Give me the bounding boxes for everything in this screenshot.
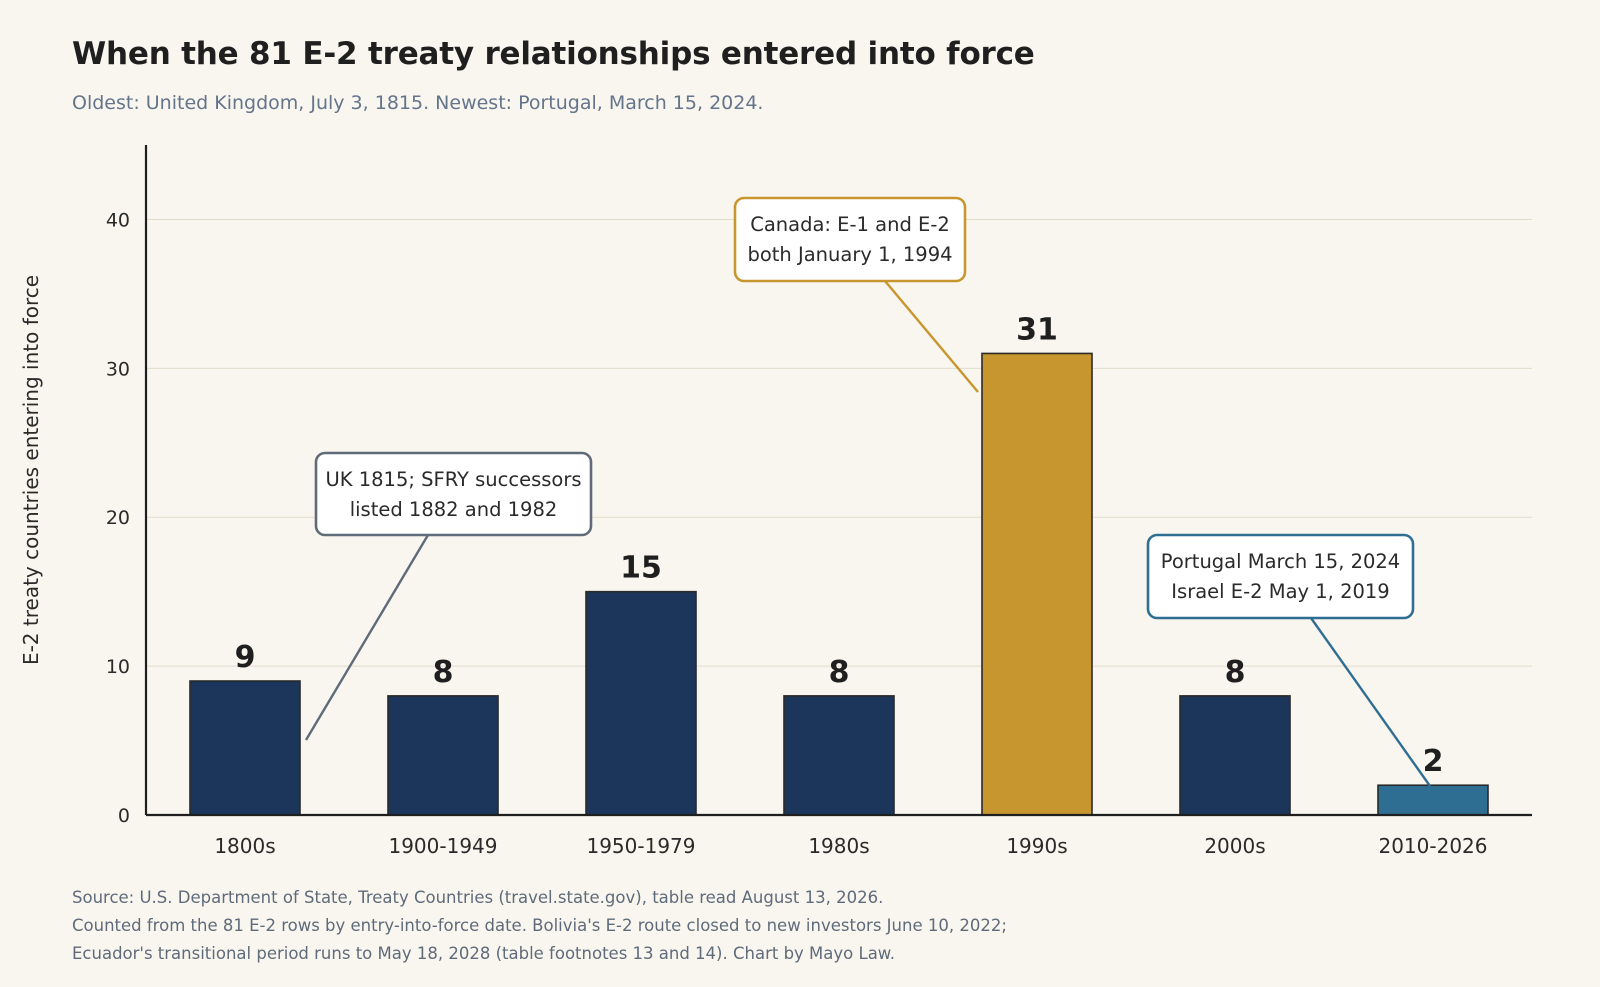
footnote-note: Ecuador's transitional period runs to Ma… (72, 944, 896, 963)
chart-title: When the 81 E-2 treaty relationships ent… (72, 36, 1035, 72)
x-tick-label: 1990s (1006, 834, 1067, 858)
data-label: 8 (1225, 655, 1246, 690)
callout-box (733, 196, 967, 283)
data-label: 8 (829, 655, 850, 690)
callout-text: both January 1, 1994 (747, 243, 952, 266)
bar (189, 680, 301, 816)
x-tick-label: 1950-1979 (586, 834, 695, 858)
bar (1377, 784, 1489, 816)
callout-text: listed 1882 and 1982 (350, 498, 558, 521)
callout-leader-line (884, 280, 979, 393)
bar (783, 695, 895, 816)
bar (387, 695, 499, 816)
y-axis-label: E-2 treaty countries entering into force (19, 275, 43, 665)
data-label: 8 (433, 655, 454, 690)
bar (585, 590, 697, 816)
callout-box (1146, 533, 1415, 620)
source-note: Source: U.S. Department of State, Treaty… (72, 888, 884, 907)
x-tick-label: 1980s (808, 834, 869, 858)
callout-box (314, 451, 593, 537)
y-tick-label: 30 (106, 358, 130, 380)
y-tick-label: 40 (106, 209, 130, 231)
x-tick-label: 2010-2026 (1378, 834, 1487, 858)
data-label: 31 (1016, 312, 1058, 347)
chart-subtitle: Oldest: United Kingdom, July 3, 1815. Ne… (72, 92, 764, 114)
bar (1179, 695, 1291, 816)
callout-leader-line (1310, 617, 1431, 787)
y-tick-label: 10 (106, 656, 130, 678)
callout-text: UK 1815; SFRY successors (325, 468, 581, 491)
data-label: 9 (235, 640, 256, 675)
callout-text: Portugal March 15, 2024 (1161, 550, 1400, 573)
y-tick-label: 20 (106, 507, 130, 529)
bar (981, 352, 1093, 816)
y-tick-label: 0 (118, 805, 130, 827)
method-note: Counted from the 81 E-2 rows by entry-in… (72, 916, 1007, 935)
x-tick-label: 1900-1949 (388, 834, 497, 858)
callout-text: Canada: E-1 and E-2 (750, 213, 950, 236)
data-label: 15 (620, 551, 662, 586)
callout-leader-line (304, 534, 430, 741)
x-tick-label: 1800s (214, 834, 275, 858)
data-label: 2 (1423, 744, 1444, 779)
callout-text: Israel E-2 May 1, 2019 (1171, 580, 1389, 603)
chart-footer: Source: U.S. Department of State, Treaty… (72, 884, 1007, 968)
x-tick-label: 2000s (1204, 834, 1265, 858)
